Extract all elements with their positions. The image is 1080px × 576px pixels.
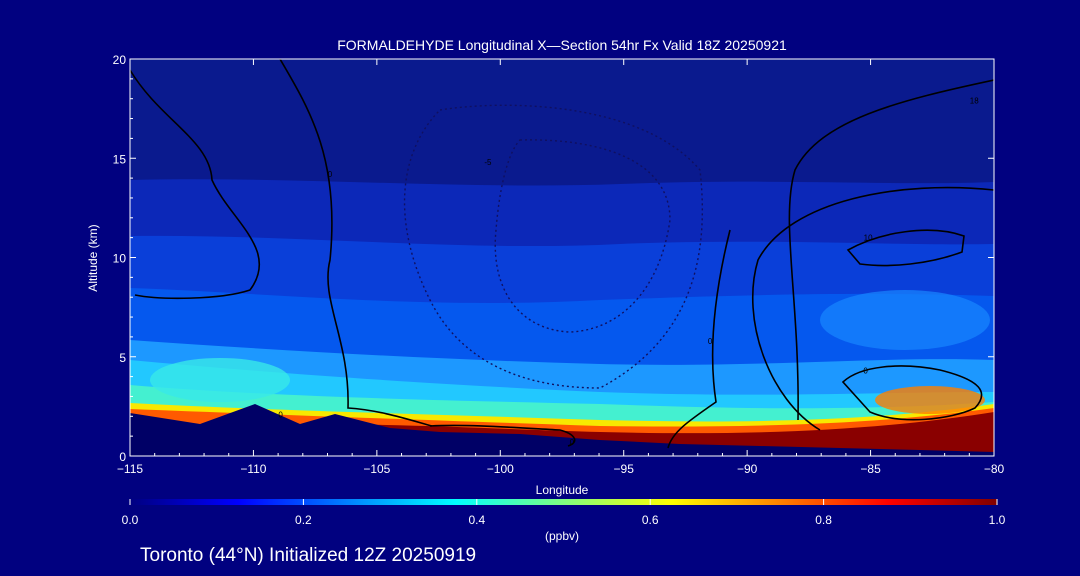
colorbar-tick-label: 1.0 bbox=[989, 513, 1006, 527]
contour-lines bbox=[130, 59, 994, 449]
field-spot-east bbox=[820, 290, 990, 350]
y-tick-label: 15 bbox=[113, 152, 127, 166]
dotted-contours bbox=[403, 104, 703, 389]
contour-label: 0 bbox=[570, 438, 575, 447]
x-tick-label: −90 bbox=[737, 462, 758, 476]
x-tick-label: −100 bbox=[487, 462, 514, 476]
plot-area: 0 -5 10 18 0 0 0 0 bbox=[130, 59, 994, 456]
field-spot-west bbox=[150, 358, 290, 402]
x-tick-label: −95 bbox=[614, 462, 635, 476]
contour-line bbox=[667, 229, 731, 449]
colorbar-units: (ppbv) bbox=[545, 529, 579, 543]
colorbar-tick-label: 0.4 bbox=[468, 513, 485, 527]
contour-label: 0 bbox=[863, 367, 868, 376]
y-tick-label: 20 bbox=[113, 53, 127, 67]
x-axis-label: Longitude bbox=[536, 483, 589, 497]
contour-labels: 0 -5 10 18 0 0 0 0 bbox=[278, 97, 979, 447]
dotted-contour bbox=[494, 139, 671, 333]
x-tick-label: −85 bbox=[860, 462, 881, 476]
contour-label: 0 bbox=[708, 337, 713, 346]
footer-caption: Toronto (44°N) Initialized 12Z 20250919 bbox=[140, 545, 476, 566]
field-spot-east-low bbox=[875, 386, 985, 414]
y-tick-label: 0 bbox=[119, 450, 126, 464]
colorbar bbox=[130, 499, 997, 505]
contour-label: 0 bbox=[278, 410, 283, 419]
x-tick-label: −115 bbox=[117, 462, 143, 476]
contour-label: 10 bbox=[864, 234, 873, 243]
contour-line bbox=[130, 69, 261, 300]
contour-line bbox=[429, 424, 576, 447]
colorbar-tick-label: 0.8 bbox=[815, 513, 832, 527]
contour-label: -5 bbox=[484, 158, 492, 167]
colorbar-tick-label: 0.0 bbox=[122, 513, 139, 527]
contour-line bbox=[751, 186, 994, 431]
x-tick-label: −110 bbox=[240, 462, 266, 476]
contour-label: 18 bbox=[970, 97, 979, 106]
x-tick-label: −105 bbox=[363, 462, 390, 476]
contour-line bbox=[279, 59, 433, 427]
contour-line bbox=[846, 229, 965, 267]
x-tick-label: −80 bbox=[984, 462, 1005, 476]
chart-title: FORMALDEHYDE Longitudinal X—Section 54hr… bbox=[337, 37, 787, 53]
colorbar-tick-label: 0.6 bbox=[642, 513, 659, 527]
contour-line bbox=[841, 365, 983, 421]
y-tick-label: 5 bbox=[119, 351, 126, 365]
contour-line bbox=[788, 79, 994, 421]
terrain bbox=[130, 404, 994, 456]
contour-label: 0 bbox=[328, 170, 333, 179]
y-axis-label: Altitude (km) bbox=[86, 224, 100, 291]
y-tick-label: 10 bbox=[113, 252, 127, 266]
colorbar-ticks: 0.0 0.2 0.4 0.6 0.8 1.0 bbox=[122, 499, 1006, 527]
x-axis-ticks: −115 −110 −105 −100 −95 −90 −85 −80 bbox=[117, 59, 1005, 476]
colorbar-tick-label: 0.2 bbox=[295, 513, 312, 527]
y-axis-ticks: 0 5 10 15 20 bbox=[113, 53, 994, 464]
